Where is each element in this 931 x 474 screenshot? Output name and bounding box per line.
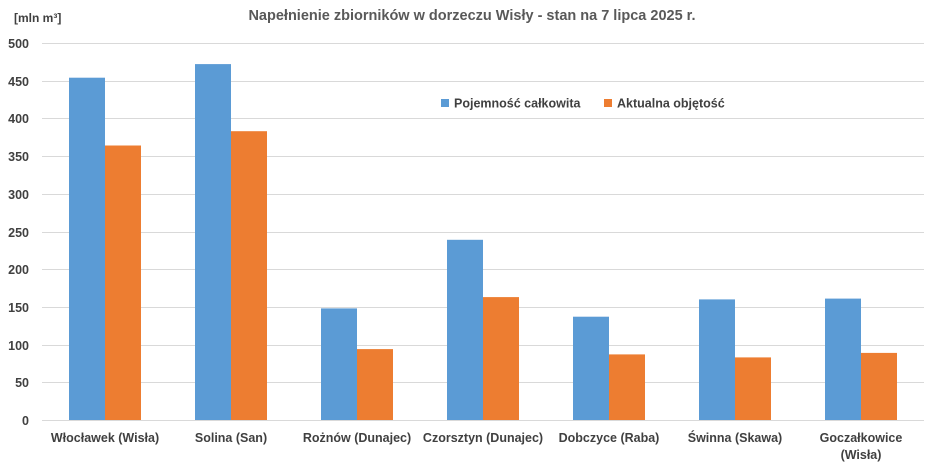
y-tick-label: 150 <box>8 301 29 315</box>
x-category-label: Czorsztyn (Dunajec) <box>423 431 543 445</box>
y-tick-label: 100 <box>8 339 29 353</box>
bar-total-capacity-5 <box>699 299 735 420</box>
bar-total-capacity-6 <box>825 298 861 420</box>
bars <box>69 64 897 420</box>
x-category-label: (Wisła) <box>841 448 882 462</box>
y-tick-label: 400 <box>8 112 29 126</box>
bar-current-volume-0 <box>105 145 141 420</box>
bar-total-capacity-3 <box>447 239 483 420</box>
x-category-label: Świnna (Skawa) <box>688 430 782 445</box>
chart-title: Napełnienie zbiorników w dorzeczu Wisły … <box>248 8 695 24</box>
bar-current-volume-4 <box>609 354 645 420</box>
x-category-label: Dobczyce (Raba) <box>559 431 660 445</box>
x-category-label: Włocławek (Wisła) <box>51 431 159 445</box>
y-tick-label: 450 <box>8 75 29 89</box>
bar-current-volume-6 <box>861 352 897 420</box>
x-axis-category-labels: Włocławek (Wisła) Solina (San) Rożnów (Dun… <box>51 430 903 462</box>
y-tick-label: 300 <box>8 188 29 202</box>
y-axis-ticks: 0 50 100 150 200 250 300 350 400 450 500 <box>8 37 29 428</box>
x-category-label: Goczałkowice <box>820 431 903 445</box>
y-tick-label: 200 <box>8 263 29 277</box>
x-category-label: Solina (San) <box>195 431 267 445</box>
bar-total-capacity-2 <box>321 308 357 420</box>
bar-current-volume-1 <box>231 131 267 420</box>
legend-swatch-0 <box>441 99 449 107</box>
bar-total-capacity-4 <box>573 316 609 420</box>
legend-swatch-1 <box>604 99 612 107</box>
y-tick-label: 0 <box>22 414 29 428</box>
y-axis-unit-label: [mln m³] <box>14 11 61 25</box>
bar-current-volume-2 <box>357 349 393 420</box>
bar-total-capacity-0 <box>69 77 105 420</box>
y-tick-label: 500 <box>8 37 29 51</box>
legend-label-0: Pojemność całkowita <box>454 97 581 111</box>
bar-current-volume-5 <box>735 357 771 420</box>
bar-total-capacity-1 <box>195 64 231 420</box>
x-category-label: Rożnów (Dunajec) <box>303 431 411 445</box>
legend-label-1: Aktualna objętość <box>617 97 725 111</box>
y-tick-label: 50 <box>15 376 29 390</box>
y-tick-label: 350 <box>8 150 29 164</box>
legend: Pojemność całkowita Aktualna objętość <box>441 97 725 111</box>
y-tick-label: 250 <box>8 226 29 240</box>
bar-current-volume-3 <box>483 297 519 420</box>
